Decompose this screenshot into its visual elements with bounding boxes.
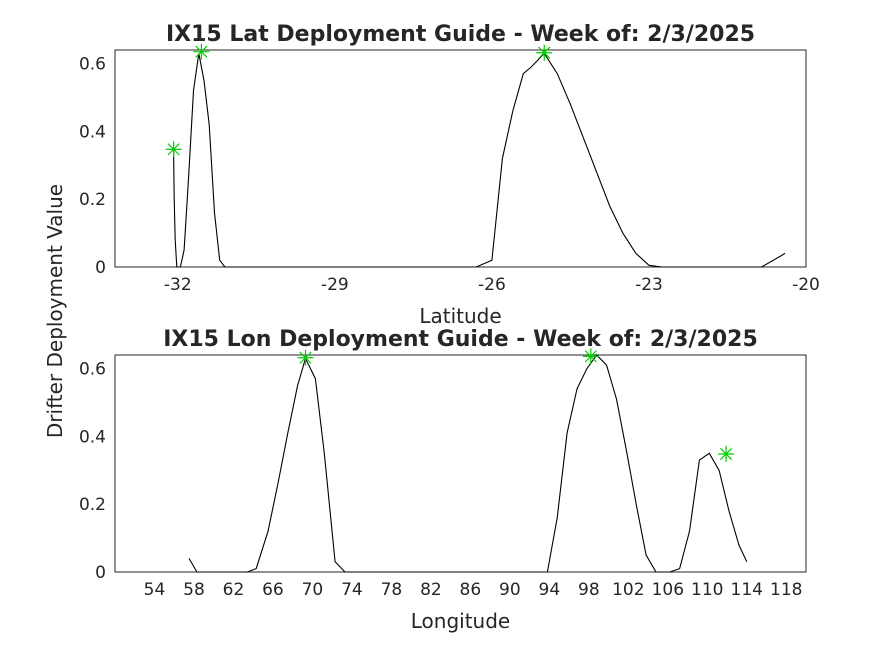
lat-chart-title: IX15 Lat Deployment Guide - Week of: 2/3…: [166, 22, 755, 47]
lon-series: [188, 354, 748, 573]
lat-x-tick-label: -29: [321, 275, 349, 295]
lat-x-axis-label: Latitude: [419, 304, 501, 328]
lon-x-tick-label: 110: [691, 580, 723, 600]
lon-chart-title: IX15 Lon Deployment Guide - Week of: 2/3…: [163, 327, 758, 352]
lon-y-tick-label: 0.4: [79, 427, 106, 447]
lat-y-tick-label: 0.6: [79, 55, 106, 75]
lat-x-tick-label: -20: [792, 275, 820, 295]
lon-x-tick-label: 74: [341, 580, 363, 600]
lon-peak-marker-stroke: [719, 447, 733, 461]
lon-x-tick-label: 66: [262, 580, 284, 600]
lon-peak-marker-stroke: [299, 351, 312, 364]
lon-x-tick-label: 102: [612, 580, 644, 600]
lon-y-tick-label: 0.6: [79, 360, 106, 380]
lon-x-axis-label: Longitude: [411, 609, 510, 633]
lon-peak-marker-stroke: [584, 350, 597, 363]
lon-x-tick-label: 58: [183, 580, 205, 600]
lon-x-tick-label: 62: [223, 580, 245, 600]
lat-markers: [165, 43, 553, 158]
lat-chart: -32 -29 -26 -23 -20 0 0.2 0.4 0.6 IX15 Lat Deplo…: [79, 22, 820, 328]
lon-x-tick-label: 86: [460, 580, 482, 600]
lon-x-tick-label: 54: [144, 580, 166, 600]
lat-peak-marker: [536, 44, 553, 61]
lon-x-tick-label: 82: [420, 580, 442, 600]
lon-peak-marker: [718, 446, 735, 463]
lon-peak-marker: [297, 349, 314, 366]
lat-y-tick-label: 0.4: [79, 122, 106, 142]
lon-x-tick-label: 90: [499, 580, 521, 600]
lon-markers: [297, 348, 735, 463]
lon-axes-box: [114, 354, 807, 573]
lat-y-tick-label: 0: [95, 258, 106, 278]
lat-peak-marker-stroke: [167, 143, 180, 156]
lat-x-tick-label: -26: [478, 275, 506, 295]
lon-x-tick-label: 70: [302, 580, 324, 600]
lon-y-tick-label: 0: [95, 563, 106, 583]
lat-x-tick-label: -32: [164, 275, 192, 295]
lon-series-line: [188, 354, 748, 573]
lon-x-tick-label: 118: [770, 580, 802, 600]
lat-peak-marker: [193, 43, 210, 60]
lon-x-tick-label: 114: [731, 580, 763, 600]
lon-x-tick-label: 106: [652, 580, 684, 600]
lat-peak-marker-stroke: [538, 46, 551, 59]
lat-peak-marker-stroke: [195, 45, 208, 58]
y-axis-label: Drifter Deployment Value: [43, 184, 67, 438]
lat-series-line: [173, 52, 786, 268]
lon-ticks: 54 58 62 66 70 74 78 82 86 90 94 98 102 106 110 114 118 0…: [79, 355, 806, 600]
lat-axes-box: [114, 49, 807, 268]
lon-chart: 54 58 62 66 70 74 78 82 86 90 94 98 102 106 110 114 118 0…: [79, 327, 807, 633]
lat-series: [173, 52, 786, 268]
lat-y-tick-label: 0.2: [79, 190, 106, 210]
lon-x-tick-label: 98: [578, 580, 600, 600]
lat-peak-marker: [165, 141, 182, 158]
lat-x-tick-label: -23: [635, 275, 663, 295]
lon-y-tick-label: 0.2: [79, 495, 106, 515]
lon-x-tick-label: 94: [539, 580, 561, 600]
lon-x-tick-label: 78: [381, 580, 403, 600]
lon-peak-marker: [582, 348, 599, 365]
